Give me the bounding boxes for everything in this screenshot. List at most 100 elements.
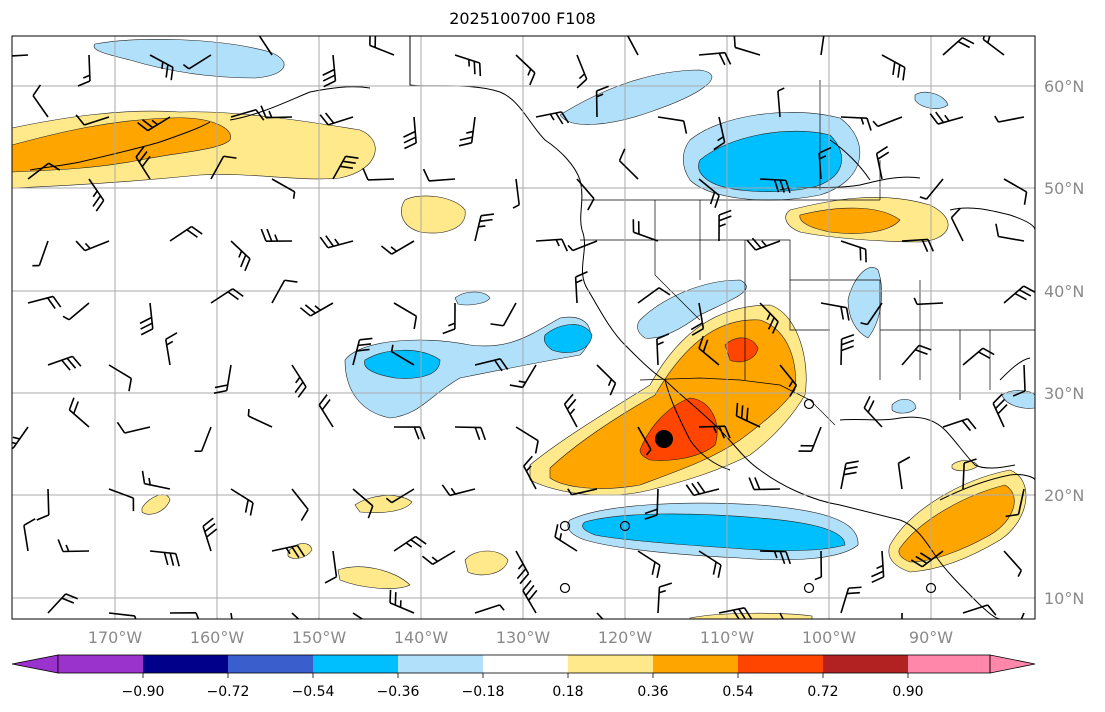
wind-barb [352,337,373,366]
wind-barb [490,302,517,327]
lat-label: 60°N [1044,77,1084,96]
lat-label: 20°N [1044,486,1084,505]
colorbar: −0.90 −0.72 −0.54 −0.36 −0.18 0.18 0.36 … [11,654,1036,700]
colorbar-segment [58,655,143,673]
negative-anomaly-region [1001,390,1035,409]
wind-barb [759,302,779,334]
colorbar-segment [568,655,653,673]
wind-barb [12,426,29,450]
wind-barb [318,394,334,428]
wind-barb [88,178,105,212]
positive-anomaly-region [337,566,411,589]
wind-barb [698,51,732,66]
lon-label: 140°W [394,628,449,647]
wind-barb [735,402,761,428]
wind-barb [698,178,720,209]
colorbar-max-extend [989,654,1036,674]
wind-barb [860,302,883,326]
wind-barb [108,364,133,392]
wind-barb [596,612,604,619]
wind-barb [596,364,617,396]
colorbar-segment [483,655,568,673]
wind-barb [1012,364,1026,397]
wind-barb [910,550,944,568]
wind-barb [141,470,171,490]
wind-barb [748,477,781,491]
positive-anomaly-region [401,195,466,234]
wind-barb [698,425,731,439]
wind-barb [901,344,932,366]
colorbar-segment [313,655,398,673]
wind-barb [47,593,79,614]
wind-barb [77,54,91,87]
wind-barb [210,288,244,304]
calm-wind-circle [559,582,571,594]
lon-label: 90°W [909,628,953,647]
wind-barb [442,302,456,335]
wind-barb [563,393,578,428]
negative-anomaly-region [543,324,593,353]
map-title: 2025100700 F108 [449,9,596,28]
wind-barb [108,488,135,512]
wind-barb [474,358,509,372]
colorbar-tick-label: 0.72 [807,684,838,700]
colorbar-tick-label: 0.36 [637,684,668,700]
colorbar-tick-label: 0.54 [722,684,753,700]
wind-barb [12,54,29,57]
wind-barb [942,36,975,56]
wind-barb [149,550,180,567]
wind-barb [1020,612,1025,619]
wind-barb [863,395,883,428]
wind-barb [230,612,233,619]
wind-barb [733,36,761,56]
longitude-labels: 170°W 160°W 150°W 140°W 130°W 120°W 110°… [88,628,953,647]
positive-anomaly-region [464,550,509,576]
wind-barb [576,178,595,211]
wind-barb [632,219,659,242]
wind-barb [213,364,232,394]
wind-barb [994,115,1025,123]
wind-barb [271,279,298,304]
wind-barb [390,344,415,366]
wind-barb [458,116,476,147]
wind-barb [393,535,427,552]
wind-barb [698,550,722,578]
wind-barb [515,54,536,86]
colorbar-tick-label: −0.36 [377,684,420,700]
wind-barb [576,54,588,89]
wind-barb [32,240,49,267]
wind-barb [942,418,977,432]
colorbar-segment [398,655,483,673]
colorbar-min-extend [11,654,59,674]
lat-label: 40°N [1044,282,1084,301]
wind-barb [393,302,418,330]
wind-barb [362,167,395,181]
wind-barb [509,364,537,389]
wind-barb [1003,550,1023,577]
wind-barb [369,36,395,56]
colorbar-segment [143,655,228,673]
wind-barb [820,302,850,321]
lat-label: 10°N [1044,589,1084,608]
wind-barb [962,347,995,366]
wind-barb [512,178,521,209]
wind-barb [840,460,859,490]
lat-label: 30°N [1044,384,1084,403]
wind-barb [291,612,300,619]
wind-barb [982,36,1005,56]
positive-anomaly-region [724,337,759,363]
latitude-labels: 60°N 50°N 40°N 30°N 20°N 10°N [1044,77,1084,608]
negative-anomaly-region [637,279,747,339]
wind-barbs [12,36,1035,619]
wind-barb [108,612,137,619]
wind-barb [291,364,307,398]
wind-barb [1005,488,1025,518]
wind-barb [441,484,476,497]
wind-barb [798,426,822,452]
wind-barb [352,488,374,519]
wind-barb [840,116,872,131]
positive-anomaly-region [12,117,231,173]
colorbar-segment [738,655,823,673]
positive-anomaly-region [141,494,171,515]
